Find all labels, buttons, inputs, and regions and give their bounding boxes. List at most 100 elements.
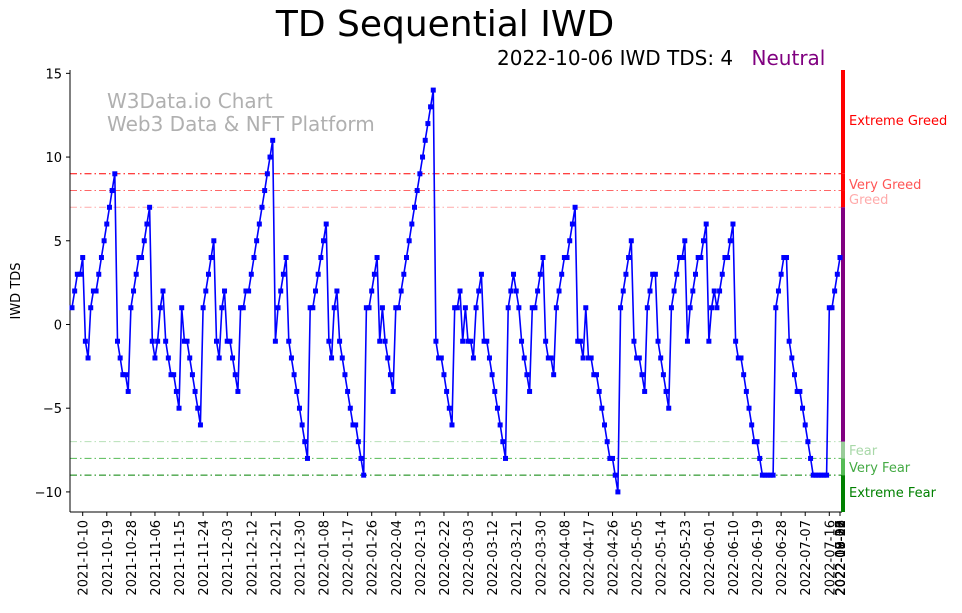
data-point — [719, 271, 725, 277]
data-point — [165, 355, 171, 361]
data-point — [556, 288, 562, 294]
data-point — [398, 288, 404, 294]
data-point — [706, 338, 712, 344]
data-point — [390, 388, 396, 394]
data-point — [503, 455, 509, 461]
data-point — [650, 271, 656, 277]
x-tick-label: 2022-04-17 — [582, 520, 597, 596]
x-tick-label: 2021-11-15 — [173, 520, 188, 596]
data-point — [666, 405, 672, 411]
data-point — [189, 372, 195, 378]
x-tick-label: 2022-05-23 — [679, 520, 694, 596]
data-point — [406, 238, 412, 244]
data-point — [765, 472, 771, 478]
data-point — [307, 305, 313, 311]
data-point — [548, 355, 554, 361]
data-point — [436, 355, 442, 361]
data-point — [224, 338, 230, 344]
data-point — [288, 355, 294, 361]
data-point — [230, 355, 236, 361]
data-point — [163, 338, 169, 344]
data-point — [144, 221, 150, 227]
data-point — [200, 305, 206, 311]
data-point — [786, 338, 792, 344]
data-point — [618, 305, 624, 311]
data-point — [139, 255, 145, 261]
data-point — [347, 405, 353, 411]
data-point — [205, 271, 211, 277]
data-point — [460, 338, 466, 344]
data-point — [272, 338, 278, 344]
x-tick-label: 2022-09-08 — [834, 520, 849, 596]
data-point — [345, 388, 351, 394]
data-point — [114, 338, 120, 344]
data-point — [511, 271, 517, 277]
data-point — [422, 137, 428, 143]
data-point — [746, 405, 752, 411]
x-tick-label: 2022-07-16 — [823, 520, 838, 596]
data-point — [735, 355, 741, 361]
data-point — [366, 305, 372, 311]
data-point — [133, 271, 139, 277]
data-point — [658, 355, 664, 361]
data-point — [757, 455, 763, 461]
data-point — [575, 338, 581, 344]
data-point — [628, 238, 634, 244]
data-point — [698, 255, 704, 261]
data-point — [101, 238, 107, 244]
data-point — [599, 405, 605, 411]
data-point — [267, 154, 273, 160]
data-point — [741, 372, 747, 378]
data-point — [797, 388, 803, 394]
data-point — [644, 305, 650, 311]
data-point — [642, 388, 648, 394]
data-point — [222, 288, 228, 294]
data-point — [462, 305, 468, 311]
data-point — [369, 288, 375, 294]
data-point — [727, 238, 733, 244]
data-point — [792, 372, 798, 378]
data-point — [90, 288, 96, 294]
data-point — [577, 338, 583, 344]
data-point — [636, 355, 642, 361]
data-point — [473, 305, 479, 311]
data-point — [725, 255, 731, 261]
data-point — [342, 372, 348, 378]
data-point — [832, 288, 838, 294]
zone-label: Extreme Greed — [849, 114, 947, 129]
data-point — [441, 372, 447, 378]
data-point — [802, 422, 808, 428]
data-point — [668, 305, 674, 311]
data-point — [136, 255, 142, 261]
data-point — [88, 305, 94, 311]
data-point — [639, 372, 645, 378]
data-point — [430, 87, 436, 93]
data-point — [98, 255, 104, 261]
x-tick-label: 2022-07-25 — [834, 520, 849, 596]
data-point — [593, 372, 599, 378]
data-point — [655, 338, 661, 344]
data-point — [243, 288, 249, 294]
data-point — [433, 338, 439, 344]
x-tick-label: 2022-03-21 — [510, 520, 525, 596]
data-point — [532, 305, 538, 311]
data-point — [264, 171, 270, 177]
data-point — [157, 305, 163, 311]
data-point — [379, 305, 385, 311]
data-point — [248, 271, 254, 277]
data-point — [717, 288, 723, 294]
data-point — [813, 472, 819, 478]
data-point — [561, 255, 567, 261]
data-point — [385, 355, 391, 361]
data-point — [93, 288, 99, 294]
data-point — [414, 188, 420, 194]
data-point — [112, 171, 118, 177]
data-point — [219, 305, 225, 311]
data-point — [454, 305, 460, 311]
data-point — [171, 372, 177, 378]
data-point — [147, 204, 153, 210]
data-point — [214, 338, 220, 344]
data-point — [256, 221, 262, 227]
data-point — [72, 288, 78, 294]
data-point — [749, 422, 755, 428]
